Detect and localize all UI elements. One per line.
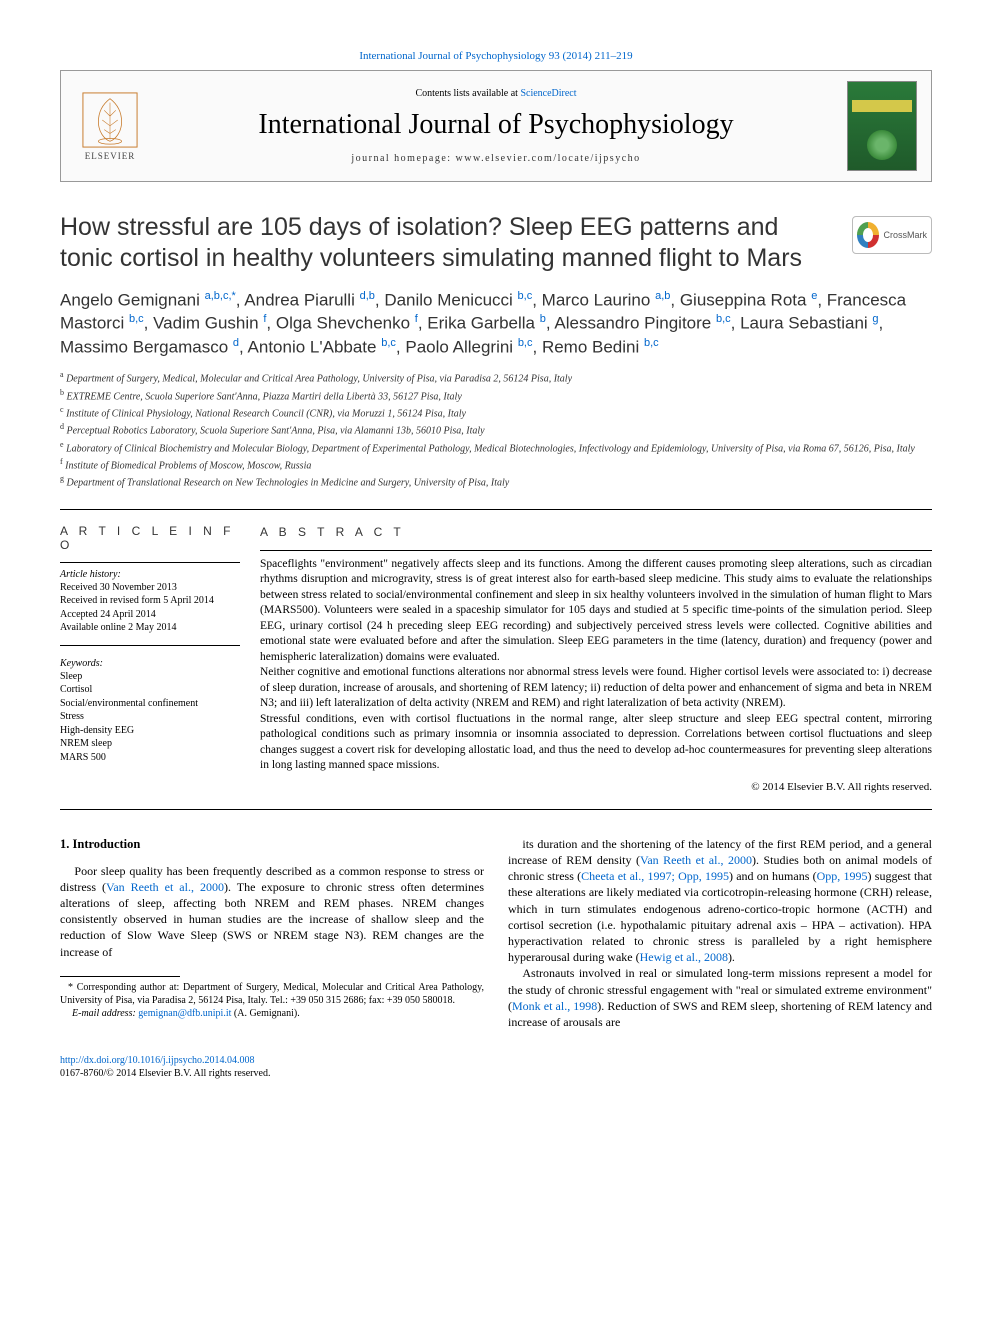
title-row: How stressful are 105 days of isolation?…: [60, 212, 932, 275]
history-list: Received 30 November 2013Received in rev…: [60, 581, 240, 635]
keyword-item: Social/environmental confinement: [60, 697, 240, 711]
abstract-copyright: © 2014 Elsevier B.V. All rights reserved…: [260, 780, 932, 795]
abstract-rule: [260, 550, 932, 551]
keyword-item: Stress: [60, 710, 240, 724]
homepage-prefix: journal homepage:: [351, 153, 455, 164]
cite-vanreeth-2000-1[interactable]: Van Reeth et al., 2000: [106, 880, 224, 894]
contents-prefix: Contents lists available at: [415, 88, 520, 99]
elsevier-logo: ELSEVIER: [75, 86, 145, 166]
keyword-item: Cortisol: [60, 683, 240, 697]
body-columns: 1. Introduction Poor sleep quality has b…: [60, 836, 932, 1030]
journal-block: Contents lists available at ScienceDirec…: [161, 88, 831, 164]
intro-p2: its duration and the shortening of the l…: [508, 836, 932, 966]
intro-p2-c: ) and on humans (: [729, 869, 817, 883]
contents-line: Contents lists available at ScienceDirec…: [161, 88, 831, 99]
info-rule: [60, 562, 240, 563]
keyword-item: High-density EEG: [60, 724, 240, 738]
article-title: How stressful are 105 days of isolation?…: [60, 212, 832, 275]
homepage-url: www.elsevier.com/locate/ijpsycho: [456, 153, 641, 164]
crossmark-badge[interactable]: CrossMark: [852, 216, 932, 254]
cite-hewig-2008[interactable]: Hewig et al., 2008: [640, 950, 728, 964]
cite-cheeta-opp[interactable]: Cheeta et al., 1997; Opp, 1995: [581, 869, 729, 883]
crossmark-label: CrossMark: [883, 230, 927, 240]
abstract-p2: Neither cognitive and emotional function…: [260, 665, 932, 712]
doi-link[interactable]: http://dx.doi.org/10.1016/j.ijpsycho.201…: [60, 1055, 255, 1066]
affiliation: c Institute of Clinical Physiology, Nati…: [60, 404, 932, 421]
journal-header-box: ELSEVIER Contents lists available at Sci…: [60, 70, 932, 182]
elsevier-logo-text: ELSEVIER: [85, 151, 136, 161]
affiliation: f Institute of Biomedical Problems of Mo…: [60, 456, 932, 473]
cite-vanreeth-2000-2[interactable]: Van Reeth et al., 2000: [640, 853, 752, 867]
intro-p3: Astronauts involved in real or simulated…: [508, 965, 932, 1030]
issn-copyright: 0167-8760/© 2014 Elsevier B.V. All right…: [60, 1068, 270, 1079]
affiliation: a Department of Surgery, Medical, Molecu…: [60, 369, 932, 386]
email-suffix: (A. Gemignani).: [231, 1008, 299, 1019]
top-journal-ref: International Journal of Psychophysiolog…: [60, 50, 932, 62]
history-item: Available online 2 May 2014: [60, 621, 240, 635]
email-label: E-mail address:: [72, 1008, 138, 1019]
page-footer: http://dx.doi.org/10.1016/j.ijpsycho.201…: [60, 1054, 932, 1080]
history-item: Received in revised form 5 April 2014: [60, 594, 240, 608]
corr-author-note: * Corresponding author at: Department of…: [60, 981, 484, 1007]
intro-heading: 1. Introduction: [60, 836, 484, 853]
affiliation: b EXTREME Centre, Scuola Superiore Sant'…: [60, 387, 932, 404]
intro-p2-e: ).: [728, 950, 735, 964]
history-item: Accepted 24 April 2014: [60, 608, 240, 622]
rule-top: [60, 509, 932, 510]
info-rule-2: [60, 645, 240, 646]
cite-monk-1998[interactable]: Monk et al., 1998: [512, 999, 597, 1013]
page: International Journal of Psychophysiolog…: [0, 0, 992, 1120]
abstract-heading: A B S T R A C T: [260, 524, 932, 540]
intro-p1: Poor sleep quality has been frequently d…: [60, 863, 484, 960]
cite-opp-1995[interactable]: Opp, 1995: [817, 869, 868, 883]
sciencedirect-link[interactable]: ScienceDirect: [520, 88, 576, 99]
info-abstract-row: A R T I C L E I N F O Article history: R…: [60, 524, 932, 795]
affiliation: g Department of Translational Research o…: [60, 473, 932, 490]
top-journal-link[interactable]: International Journal of Psychophysiolog…: [359, 50, 632, 62]
abstract-p3: Stressful conditions, even with cortisol…: [260, 712, 932, 774]
abstract-p1: Spaceflights "environment" negatively af…: [260, 557, 932, 666]
authors-list: Angelo Gemignani a,b,c,*, Andrea Piarull…: [60, 289, 932, 360]
keywords-list: SleepCortisolSocial/environmental confin…: [60, 670, 240, 765]
keyword-item: NREM sleep: [60, 737, 240, 751]
footnote-rule: [60, 976, 180, 977]
affiliations-list: a Department of Surgery, Medical, Molecu…: [60, 369, 932, 490]
homepage-line: journal homepage: www.elsevier.com/locat…: [161, 153, 831, 164]
article-info-heading: A R T I C L E I N F O: [60, 524, 240, 552]
elsevier-tree-icon: [81, 91, 139, 149]
article-info: A R T I C L E I N F O Article history: R…: [60, 524, 260, 795]
keywords-label: Keywords:: [60, 658, 240, 669]
affiliation: e Laboratory of Clinical Biochemistry an…: [60, 439, 932, 456]
abstract: A B S T R A C T Spaceflights "environmen…: [260, 524, 932, 795]
affiliation: d Perceptual Robotics Laboratory, Scuola…: [60, 421, 932, 438]
history-item: Received 30 November 2013: [60, 581, 240, 595]
crossmark-icon: [857, 222, 879, 248]
keyword-item: MARS 500: [60, 751, 240, 765]
keyword-item: Sleep: [60, 670, 240, 684]
journal-name: International Journal of Psychophysiolog…: [161, 109, 831, 141]
rule-bottom: [60, 809, 932, 810]
corr-email-link[interactable]: gemignan@dfb.unipi.it: [138, 1008, 231, 1019]
history-label: Article history:: [60, 569, 240, 580]
footnotes: * Corresponding author at: Department of…: [60, 981, 484, 1020]
email-line: E-mail address: gemignan@dfb.unipi.it (A…: [60, 1007, 484, 1020]
journal-cover-thumb: [847, 81, 917, 171]
